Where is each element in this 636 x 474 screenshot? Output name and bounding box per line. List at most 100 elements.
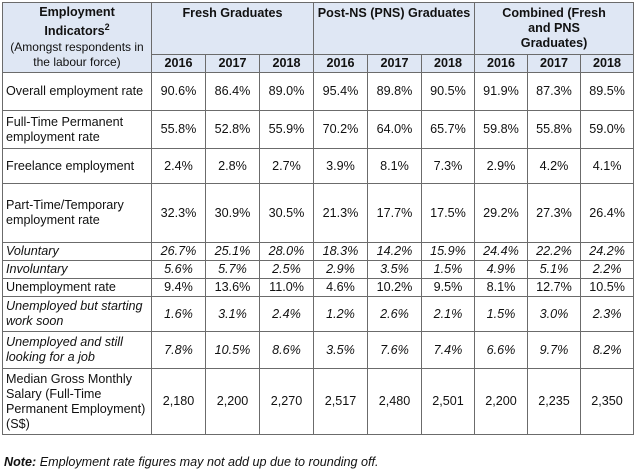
value-cell: 5.1%	[527, 260, 582, 279]
value-cell: 25.1%	[205, 242, 260, 261]
value-cell: 2.2%	[580, 260, 635, 279]
value-cell: 4.9%	[474, 260, 529, 279]
value-cell: 59.8%	[474, 110, 529, 149]
value-cell: 14.2%	[367, 242, 423, 261]
value-cell: 8.1%	[367, 148, 423, 184]
indicator-footnote-mark: 2	[104, 22, 110, 33]
table-row: Median Gross Monthly Salary (Full-Time P…	[2, 368, 635, 435]
table-row: Unemployed and still looking for a job 7.…	[2, 331, 635, 369]
value-cell: 90.5%	[421, 72, 476, 111]
row-label: Overall employment rate	[2, 72, 152, 111]
value-cell: 86.4%	[205, 72, 260, 111]
value-cell: 10.5%	[580, 278, 635, 297]
value-cell: 59.0%	[580, 110, 635, 149]
value-cell: 2.3%	[580, 296, 635, 332]
footnote-label: Note:	[4, 455, 37, 469]
row-label: Median Gross Monthly Salary (Full-Time P…	[2, 368, 152, 435]
value-cell: 29.2%	[474, 183, 529, 243]
value-cell: 1.5%	[474, 296, 529, 332]
value-cell: 1.6%	[151, 296, 206, 332]
value-cell: 3.0%	[527, 296, 582, 332]
table-row: Unemployed but starting work soon 1.6% 3.1…	[2, 296, 635, 332]
value-cell: 2.4%	[258, 296, 315, 332]
value-cell: 7.8%	[151, 331, 206, 369]
value-cell: 2,501	[421, 368, 476, 435]
table-row: Part-Time/Temporary employment rate 32.3%…	[2, 183, 635, 243]
row-label: Unemployed but starting work soon	[2, 296, 152, 332]
value-cell: 30.5%	[258, 183, 315, 243]
year-header: 2017	[205, 54, 260, 73]
employment-indicators-table: Employment Indicators2 (Amongst responde…	[2, 2, 635, 435]
value-cell: 64.0%	[367, 110, 423, 149]
value-cell: 10.2%	[367, 278, 423, 297]
row-label: Full-Time Permanent employment rate	[2, 110, 152, 149]
row-label: Unemployment rate	[2, 278, 152, 297]
value-cell: 18.3%	[313, 242, 369, 261]
value-cell: 22.2%	[527, 242, 582, 261]
value-cell: 2.1%	[421, 296, 476, 332]
value-cell: 91.9%	[474, 72, 529, 111]
value-cell: 3.5%	[367, 260, 423, 279]
row-label: Voluntary	[2, 242, 152, 261]
value-cell: 4.6%	[313, 278, 369, 297]
year-header: 2017	[527, 54, 582, 73]
value-cell: 55.9%	[258, 110, 315, 149]
value-cell: 15.9%	[421, 242, 476, 261]
value-cell: 26.4%	[580, 183, 635, 243]
row-label: Involuntary	[2, 260, 152, 279]
value-cell: 2,480	[367, 368, 423, 435]
value-cell: 52.8%	[205, 110, 260, 149]
indicator-header-cell: Employment Indicators2 (Amongst responde…	[2, 2, 152, 73]
value-cell: 2,200	[205, 368, 260, 435]
table-row: Involuntary 5.6% 5.7% 2.5% 2.9% 3.5% 1.5% 4.9% 5…	[2, 260, 635, 279]
value-cell: 30.9%	[205, 183, 260, 243]
value-cell: 5.7%	[205, 260, 260, 279]
table-row: Freelance employment 2.4% 2.8% 2.7% 3.9% 8.1%…	[2, 148, 635, 184]
value-cell: 2.8%	[205, 148, 260, 184]
value-cell: 5.6%	[151, 260, 206, 279]
value-cell: 32.3%	[151, 183, 206, 243]
value-cell: 2.6%	[367, 296, 423, 332]
footnote: Note: Employment rate figures may not ad…	[4, 455, 379, 469]
value-cell: 27.3%	[527, 183, 582, 243]
value-cell: 2,350	[580, 368, 635, 435]
year-header: 2018	[580, 54, 635, 73]
year-header: 2016	[151, 54, 206, 73]
value-cell: 28.0%	[258, 242, 315, 261]
value-cell: 17.7%	[367, 183, 423, 243]
value-cell: 89.0%	[258, 72, 315, 111]
value-cell: 3.9%	[313, 148, 369, 184]
value-cell: 21.3%	[313, 183, 369, 243]
group-header-pns: Post-NS (PNS) Graduates	[313, 2, 476, 55]
table-row: Voluntary 26.7% 25.1% 28.0% 18.3% 14.2% 15.9% 2…	[2, 242, 635, 261]
table-row: Full-Time Permanent employment rate 55.8%…	[2, 110, 635, 149]
value-cell: 4.1%	[580, 148, 635, 184]
value-cell: 9.4%	[151, 278, 206, 297]
value-cell: 6.6%	[474, 331, 529, 369]
value-cell: 17.5%	[421, 183, 476, 243]
value-cell: 2,200	[474, 368, 529, 435]
value-cell: 12.7%	[527, 278, 582, 297]
value-cell: 70.2%	[313, 110, 369, 149]
value-cell: 8.1%	[474, 278, 529, 297]
group-header-fresh: Fresh Graduates	[150, 2, 315, 55]
value-cell: 7.3%	[421, 148, 476, 184]
value-cell: 4.2%	[527, 148, 582, 184]
value-cell: 24.2%	[580, 242, 635, 261]
year-header: 2016	[474, 54, 529, 73]
value-cell: 7.6%	[367, 331, 423, 369]
value-cell: 2,517	[313, 368, 369, 435]
value-cell: 3.5%	[313, 331, 369, 369]
year-header: 2017	[367, 54, 423, 73]
table-row: Unemployment rate 9.4% 13.6% 11.0% 4.6% 10.2%…	[2, 278, 635, 297]
value-cell: 89.8%	[367, 72, 423, 111]
value-cell: 11.0%	[258, 278, 315, 297]
value-cell: 2.9%	[313, 260, 369, 279]
table-row: Overall employment rate 90.6% 86.4% 89.0% 95…	[2, 72, 635, 111]
value-cell: 8.2%	[580, 331, 635, 369]
year-header: 2016	[313, 54, 369, 73]
indicator-subtitle: (Amongst respondents in the labour force…	[10, 39, 144, 69]
value-cell: 87.3%	[527, 72, 582, 111]
row-label: Freelance employment	[2, 148, 152, 184]
value-cell: 55.8%	[151, 110, 206, 149]
